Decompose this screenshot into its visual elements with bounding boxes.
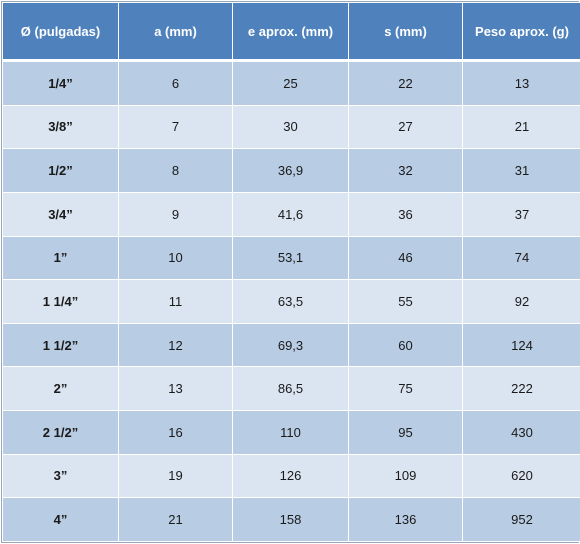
table-row: 3/8” 7 30 27 21 (3, 105, 580, 149)
cell-s: 27 (349, 105, 462, 149)
cell-weight: 21 (463, 105, 580, 149)
cell-weight: 952 (463, 498, 580, 541)
table-row: 3/4” 9 41,6 36 37 (3, 192, 580, 236)
cell-s: 136 (349, 498, 462, 541)
cell-a: 12 (119, 323, 232, 367)
cell-a: 19 (119, 454, 232, 498)
table-header-row: Ø (pulgadas) a (mm) e aprox. (mm) s (mm)… (3, 3, 580, 61)
table-row: 1” 10 53,1 46 74 (3, 236, 580, 280)
cell-diameter: 4” (3, 498, 118, 541)
header-a: a (mm) (119, 3, 232, 61)
cell-diameter: 3/8” (3, 105, 118, 149)
cell-s: 60 (349, 323, 462, 367)
cell-e: 30 (233, 105, 348, 149)
cell-s: 75 (349, 367, 462, 410)
table-row: 4” 21 158 136 952 (3, 498, 580, 541)
cell-weight: 13 (463, 62, 580, 105)
cell-a: 16 (119, 411, 232, 454)
cell-a: 13 (119, 367, 232, 410)
cell-s: 22 (349, 62, 462, 105)
cell-weight: 74 (463, 236, 580, 280)
cell-e: 41,6 (233, 192, 348, 236)
cell-weight: 222 (463, 367, 580, 410)
cell-e: 53,1 (233, 236, 348, 280)
header-diameter: Ø (pulgadas) (3, 3, 118, 61)
cell-weight: 430 (463, 411, 580, 454)
cell-weight: 92 (463, 280, 580, 323)
cell-s: 36 (349, 192, 462, 236)
cell-a: 8 (119, 149, 232, 192)
table-row: 1/2” 8 36,9 32 31 (3, 149, 580, 192)
cell-diameter: 1” (3, 236, 118, 280)
cell-diameter: 2 1/2” (3, 411, 118, 454)
cell-e: 158 (233, 498, 348, 541)
cell-a: 21 (119, 498, 232, 541)
cell-e: 110 (233, 411, 348, 454)
cell-a: 10 (119, 236, 232, 280)
table-row: 1 1/2” 12 69,3 60 124 (3, 323, 580, 367)
cell-e: 69,3 (233, 323, 348, 367)
cell-diameter: 1 1/2” (3, 323, 118, 367)
cell-diameter: 3/4” (3, 192, 118, 236)
header-weight: Peso aprox. (g) (463, 3, 580, 61)
cell-s: 32 (349, 149, 462, 192)
table-row: 3” 19 126 109 620 (3, 454, 580, 498)
table-row: 1/4” 6 25 22 13 (3, 62, 580, 105)
cell-e: 63,5 (233, 280, 348, 323)
cell-e: 25 (233, 62, 348, 105)
cell-e: 86,5 (233, 367, 348, 410)
cell-s: 55 (349, 280, 462, 323)
cell-a: 6 (119, 62, 232, 105)
cell-e: 36,9 (233, 149, 348, 192)
cell-s: 109 (349, 454, 462, 498)
cell-diameter: 1/2” (3, 149, 118, 192)
cell-a: 7 (119, 105, 232, 149)
table-row: 2 1/2” 16 110 95 430 (3, 411, 580, 454)
cell-e: 126 (233, 454, 348, 498)
cell-a: 11 (119, 280, 232, 323)
cell-diameter: 1/4” (3, 62, 118, 105)
table-body: 1/4” 6 25 22 13 3/8” 7 30 27 21 1/2” 8 36,9 32 31 3/4” 9… (3, 62, 580, 541)
cell-weight: 124 (463, 323, 580, 367)
cell-weight: 31 (463, 149, 580, 192)
cell-s: 95 (349, 411, 462, 454)
cell-diameter: 1 1/4” (3, 280, 118, 323)
header-s: s (mm) (349, 3, 462, 61)
table-row: 2” 13 86,5 75 222 (3, 367, 580, 410)
cell-diameter: 3” (3, 454, 118, 498)
table-row: 1 1/4” 11 63,5 55 92 (3, 280, 580, 323)
cell-weight: 37 (463, 192, 580, 236)
cell-a: 9 (119, 192, 232, 236)
cell-weight: 620 (463, 454, 580, 498)
cell-diameter: 2” (3, 367, 118, 410)
header-e: e aprox. (mm) (233, 3, 348, 61)
cell-s: 46 (349, 236, 462, 280)
